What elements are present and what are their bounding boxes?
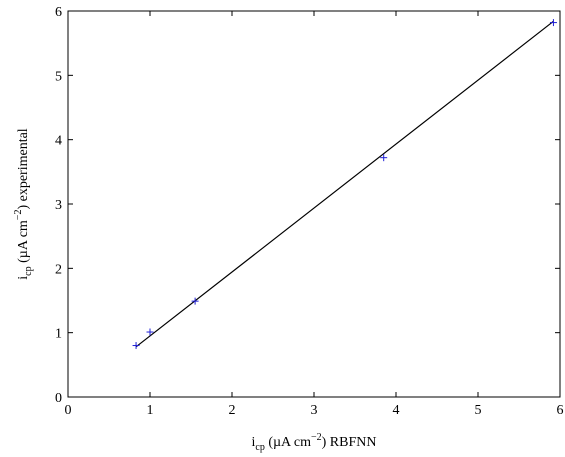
x-tick-label-6: 6	[557, 403, 564, 418]
data-point-3	[380, 154, 388, 162]
fit-line	[135, 20, 554, 348]
x-tick-label-5: 5	[475, 403, 482, 418]
tick-marks	[67, 10, 561, 398]
data-point-1	[146, 328, 154, 336]
x-axis-label: icp (µA cm−2) RBFNN	[251, 432, 376, 453]
data-series	[132, 19, 557, 350]
y-tick-label-5: 5	[55, 69, 62, 84]
y-tick-label-2: 2	[55, 262, 62, 277]
y-tick-label-3: 3	[55, 198, 62, 213]
x-tick-label-1: 1	[147, 403, 154, 418]
tick-labels: 0 1 2 3 4 5 6 0 1 2 3 4 5 6	[55, 5, 564, 418]
data-point-0	[132, 342, 140, 350]
y-tick-label-6: 6	[55, 5, 62, 20]
x-tick-label-2: 2	[229, 403, 236, 418]
y-tick-label-4: 4	[55, 134, 62, 149]
x-tick-label-4: 4	[393, 403, 400, 418]
data-point-4	[549, 19, 557, 27]
y-tick-label-1: 1	[55, 327, 62, 342]
y-axis-label: icp (µA cm−2) experimental	[13, 128, 34, 280]
plot-frame	[67, 10, 561, 398]
data-point-2	[191, 297, 199, 305]
x-tick-label-3: 3	[311, 403, 318, 418]
x-tick-label-0: 0	[65, 403, 72, 418]
y-tick-label-0: 0	[55, 391, 62, 406]
